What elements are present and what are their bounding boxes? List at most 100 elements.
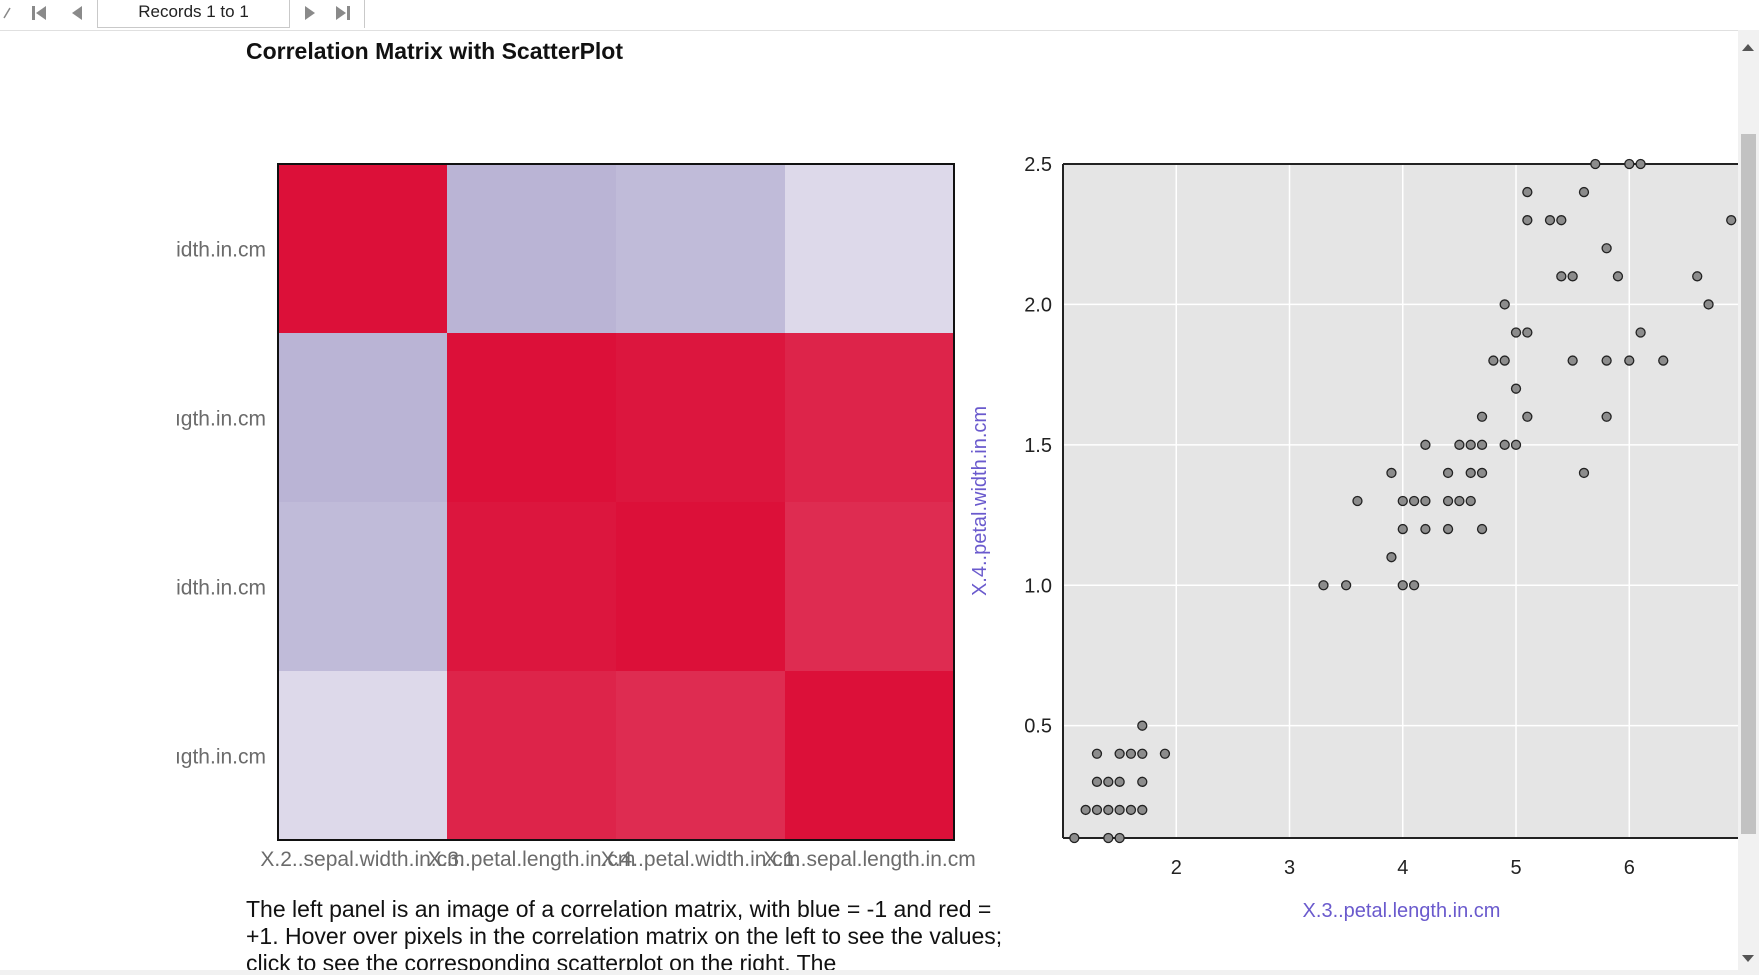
- y-tick-label: 2.5: [1024, 154, 1052, 176]
- x-tick-label: 4: [1397, 857, 1408, 879]
- heatmap-cell[interactable]: [447, 164, 616, 333]
- heatmap-cell[interactable]: [616, 164, 785, 333]
- scatter-point: [1114, 748, 1125, 759]
- scatter-point: [1137, 804, 1148, 816]
- scatter-point: [1091, 776, 1103, 787]
- scatter-point: [1635, 158, 1646, 170]
- scatter-point: [1510, 439, 1522, 450]
- heatmap-cell[interactable]: [785, 671, 954, 840]
- scatter-point: [1726, 215, 1737, 226]
- x-tick-label: 6: [1624, 857, 1635, 879]
- scatter-point: [1080, 804, 1091, 816]
- records-indicator: Records 1 to 1: [97, 0, 290, 28]
- heatmap-cell[interactable]: [785, 502, 954, 671]
- scatter-point: [1578, 186, 1590, 198]
- toolbar-overflow-icon[interactable]: [0, 2, 14, 24]
- scatter-point: [1386, 552, 1397, 563]
- scatter-point: [1522, 186, 1533, 198]
- scatter-point: [1703, 299, 1714, 310]
- scatter-point: [1114, 776, 1125, 787]
- scatter-point: [1476, 523, 1488, 535]
- y-tick-label: 1.5: [1024, 435, 1052, 457]
- next-record-icon[interactable]: [299, 2, 321, 24]
- scatter-point: [1556, 271, 1567, 282]
- y-tick-label: 0.5: [1024, 716, 1052, 738]
- scatter-point: [1658, 355, 1669, 366]
- scatter-point: [1522, 327, 1533, 338]
- toolbar-separator: [364, 0, 365, 28]
- scatter-point: [1137, 720, 1148, 731]
- scatter-point: [1499, 439, 1510, 450]
- first-record-icon[interactable]: [28, 2, 50, 24]
- scatter-point: [1465, 495, 1476, 507]
- scatter-point: [1420, 523, 1431, 535]
- scatter-point: [1590, 158, 1601, 170]
- heatmap-cell[interactable]: [447, 671, 616, 840]
- scatter-point: [1488, 355, 1499, 366]
- scatter-point: [1476, 411, 1488, 422]
- scatter-point: [1556, 215, 1567, 226]
- scatter-point: [1692, 271, 1703, 282]
- scroll-up-icon[interactable]: [1742, 44, 1754, 51]
- scatter-point: [1420, 495, 1431, 507]
- heatmap-cell[interactable]: [616, 502, 785, 671]
- description-text: The left panel is an image of a correlat…: [246, 896, 1003, 974]
- scatter-point: [1069, 832, 1080, 844]
- scatter-point: [1420, 439, 1431, 450]
- heatmap-cell[interactable]: [785, 333, 954, 502]
- scatter-point: [1442, 523, 1454, 535]
- scatter-point: [1465, 439, 1476, 450]
- correlation-heatmap[interactable]: idth.in.cm ıgth.in.cm idth.in.cm ıgth.in.cm…: [175, 163, 976, 871]
- scroll-thumb[interactable]: [1741, 134, 1756, 834]
- scatter-point: [1454, 495, 1465, 507]
- scatter-point: [1624, 158, 1635, 170]
- scatter-point: [1510, 327, 1522, 338]
- heatmap-col-label: X.2..sepal.width.in.cm: [260, 848, 464, 871]
- scatter-point: [1499, 299, 1510, 310]
- scatter-point: [1612, 271, 1624, 282]
- scatter-point: [1137, 748, 1148, 759]
- heatmap-cell[interactable]: [278, 164, 447, 333]
- scatter-point: [1544, 215, 1556, 226]
- scatter-point: [1159, 748, 1171, 759]
- scatter-point: [1578, 467, 1590, 479]
- scatter-point: [1103, 776, 1114, 787]
- scatter-point: [1522, 215, 1533, 226]
- heatmap-cell[interactable]: [616, 671, 785, 840]
- scatter-point: [1091, 748, 1103, 759]
- scatter-point: [1601, 411, 1612, 422]
- scatter-point: [1114, 832, 1125, 844]
- heatmap-row-label: idth.in.cm: [176, 239, 266, 262]
- scatter-point: [1340, 580, 1352, 591]
- heatmap-col-label: X.4..petal.width.in.cm: [601, 848, 801, 871]
- x-tick-label: 5: [1510, 857, 1521, 879]
- heatmap-cell[interactable]: [447, 502, 616, 671]
- scatter-point: [1114, 804, 1125, 816]
- scatter-point: [1476, 467, 1488, 479]
- heatmap-cell[interactable]: [447, 333, 616, 502]
- scatter-point: [1408, 495, 1420, 507]
- prev-record-icon[interactable]: [66, 2, 88, 24]
- scatter-point: [1442, 467, 1454, 479]
- y-axis-label: X.4..petal.width.in.cm: [969, 406, 991, 596]
- scatter-point: [1397, 523, 1408, 535]
- heatmap-cell[interactable]: [785, 164, 954, 333]
- heatmap-col-label: X.1..sepal.length.in.cm: [763, 848, 975, 871]
- scatter-point: [1499, 355, 1510, 366]
- heatmap-cell[interactable]: [278, 671, 447, 840]
- heatmap-cell[interactable]: [616, 333, 785, 502]
- scatter-point: [1454, 439, 1465, 450]
- horizontal-scrollbar[interactable]: [0, 970, 1738, 975]
- vertical-scrollbar[interactable]: [1738, 30, 1759, 975]
- scatter-point: [1567, 271, 1578, 282]
- scatter-point: [1408, 580, 1420, 591]
- heatmap-cell[interactable]: [278, 502, 447, 671]
- last-record-icon[interactable]: [332, 2, 354, 24]
- scatter-point: [1386, 467, 1397, 479]
- x-tick-label: 3: [1284, 857, 1295, 879]
- scroll-down-icon[interactable]: [1742, 955, 1754, 962]
- y-tick-label: 2.0: [1024, 294, 1052, 316]
- x-axis-label: X.3..petal.length.in.cm: [1303, 900, 1501, 922]
- heatmap-cell[interactable]: [278, 333, 447, 502]
